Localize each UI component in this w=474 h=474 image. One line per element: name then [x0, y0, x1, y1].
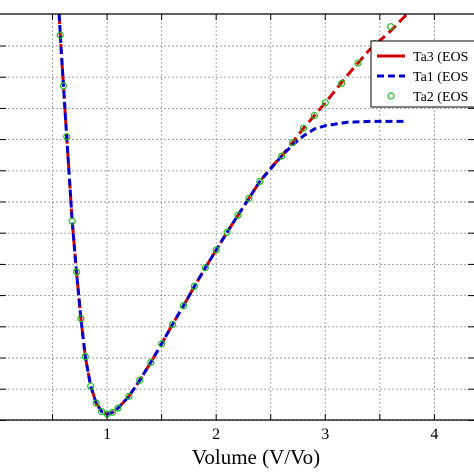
data-point-3 — [81, 352, 89, 361]
data-point-3 — [234, 211, 242, 219]
series-layer — [56, 12, 409, 418]
data-point-3 — [310, 111, 318, 120]
data-point-3 — [125, 392, 133, 400]
data-point-3 — [223, 228, 231, 236]
data-point-3 — [212, 246, 220, 254]
data-point-3 — [168, 320, 177, 329]
grid — [0, 14, 474, 421]
data-point-3 — [72, 268, 81, 276]
data-point-3 — [56, 31, 64, 39]
data-point-3 — [59, 82, 68, 90]
data-point-3 — [108, 408, 117, 416]
data-point-3 — [87, 382, 95, 390]
data-point-3 — [63, 133, 71, 141]
data-point-3 — [77, 314, 85, 323]
data-point-3 — [158, 340, 166, 348]
legend-label-1: Ta3 (EOS — [413, 50, 468, 65]
data-point-3 — [278, 152, 286, 160]
data-point-3 — [299, 124, 308, 132]
data-point-3 — [68, 217, 76, 225]
x-tick-label: 3 — [321, 426, 329, 443]
legend: Ta3 (EOS Ta1 (EOS Ta2 (EOS — [370, 40, 474, 108]
data-point-3 — [288, 138, 297, 147]
data-point-3 — [354, 59, 362, 67]
data-point-3 — [136, 376, 144, 384]
x-tick-label: 1 — [103, 426, 111, 443]
data-point-3 — [179, 302, 188, 310]
plot-frame — [0, 13, 474, 421]
data-point-3 — [114, 404, 122, 412]
data-point-3 — [147, 358, 155, 367]
data-point-3 — [201, 264, 209, 272]
legend-label-2: Ta1 (EOS — [413, 70, 468, 85]
legend-swatch-3 — [387, 92, 395, 100]
x-tick-label: 2 — [212, 426, 220, 443]
data-point-3 — [338, 79, 346, 87]
data-point-3 — [256, 177, 264, 186]
x-tick-label: 4 — [430, 426, 438, 443]
x-axis-title: Volume (V/Vo) — [192, 445, 320, 469]
data-point-3 — [245, 194, 253, 202]
data-point-3 — [92, 399, 100, 407]
data-point-3 — [190, 282, 198, 290]
data-point-3 — [387, 23, 395, 31]
data-point-3 — [321, 99, 329, 107]
series-line-2 — [57, 13, 408, 416]
legend-label-3: Ta2 (EOS — [413, 90, 468, 105]
